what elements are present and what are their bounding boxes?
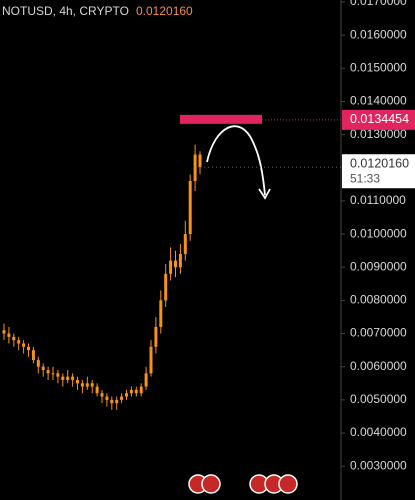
- resistance-label-bg: [342, 109, 415, 130]
- candle-body: [2, 330, 6, 334]
- y-tick-label: 0.0150000: [350, 60, 407, 74]
- candle-body: [80, 383, 84, 387]
- candle-body: [46, 370, 50, 374]
- chart-title: NOTUSD, 4h, CRYPTO: [2, 4, 129, 18]
- candle-body: [36, 360, 40, 367]
- candle-body: [95, 386, 99, 394]
- candle-body: [134, 389, 138, 394]
- candle-body: [174, 260, 177, 268]
- candle-body: [61, 376, 65, 380]
- candle-body: [178, 253, 182, 268]
- countdown: 51:33: [350, 171, 380, 185]
- candle-body: [164, 273, 168, 301]
- candle-body: [188, 181, 192, 235]
- y-tick-label: 0.0170000: [350, 0, 407, 8]
- y-tick-label: 0.0040000: [350, 425, 407, 439]
- candle-body: [159, 300, 163, 327]
- y-tick-label: 0.0060000: [350, 359, 407, 373]
- y-tick-label: 0.0080000: [350, 293, 407, 307]
- candle-body: [7, 333, 11, 337]
- candle-body: [139, 386, 143, 394]
- candle-body: [120, 396, 124, 400]
- y-tick-label: 0.0030000: [350, 458, 407, 472]
- candle-body: [105, 396, 109, 400]
- candle-body: [17, 340, 21, 344]
- candle-body: [27, 346, 30, 351]
- flag-icons: [188, 474, 298, 494]
- y-tick-label: 0.0070000: [350, 326, 407, 340]
- candle-body: [183, 234, 187, 254]
- resistance-zone: [180, 114, 262, 124]
- candle-body: [71, 376, 75, 380]
- y-tick-label: 0.0050000: [350, 392, 407, 406]
- candle-body: [90, 383, 94, 387]
- candle-body: [149, 346, 153, 374]
- candle-body: [169, 260, 173, 274]
- y-tick-label: 0.0130000: [350, 127, 407, 141]
- candle-body: [129, 389, 133, 394]
- candle-body: [56, 373, 60, 377]
- y-tick-label: 0.0160000: [350, 27, 407, 41]
- candle-body: [41, 366, 45, 371]
- y-tick-label: 0.0140000: [350, 94, 407, 108]
- resistance-label: 0.0134454: [350, 112, 409, 126]
- candle-body: [144, 373, 148, 387]
- candle-body: [31, 350, 35, 361]
- candle-body: [125, 393, 128, 397]
- last-price-bg: [342, 154, 415, 189]
- candle-body: [51, 373, 55, 375]
- arrow-curve: [206, 125, 266, 196]
- last-price-label: 0.0120160: [350, 157, 409, 171]
- header-price: 0.0120160: [136, 4, 193, 18]
- y-tick-label: 0.0100000: [350, 226, 407, 240]
- candle-body: [193, 154, 197, 182]
- candle-body: [154, 326, 158, 347]
- y-tick-label: 0.0110000: [350, 193, 406, 207]
- candle-body: [66, 376, 70, 380]
- candle-body: [85, 383, 89, 387]
- candle-body: [110, 399, 114, 404]
- candle-body: [12, 336, 16, 341]
- candle-body: [22, 343, 26, 347]
- candle-body: [76, 379, 79, 384]
- candle-body: [115, 399, 119, 404]
- candle-body: [100, 393, 104, 397]
- arrow-head: [258, 188, 271, 200]
- candle-body: [198, 154, 202, 168]
- y-tick-label: 0.0090000: [350, 259, 407, 273]
